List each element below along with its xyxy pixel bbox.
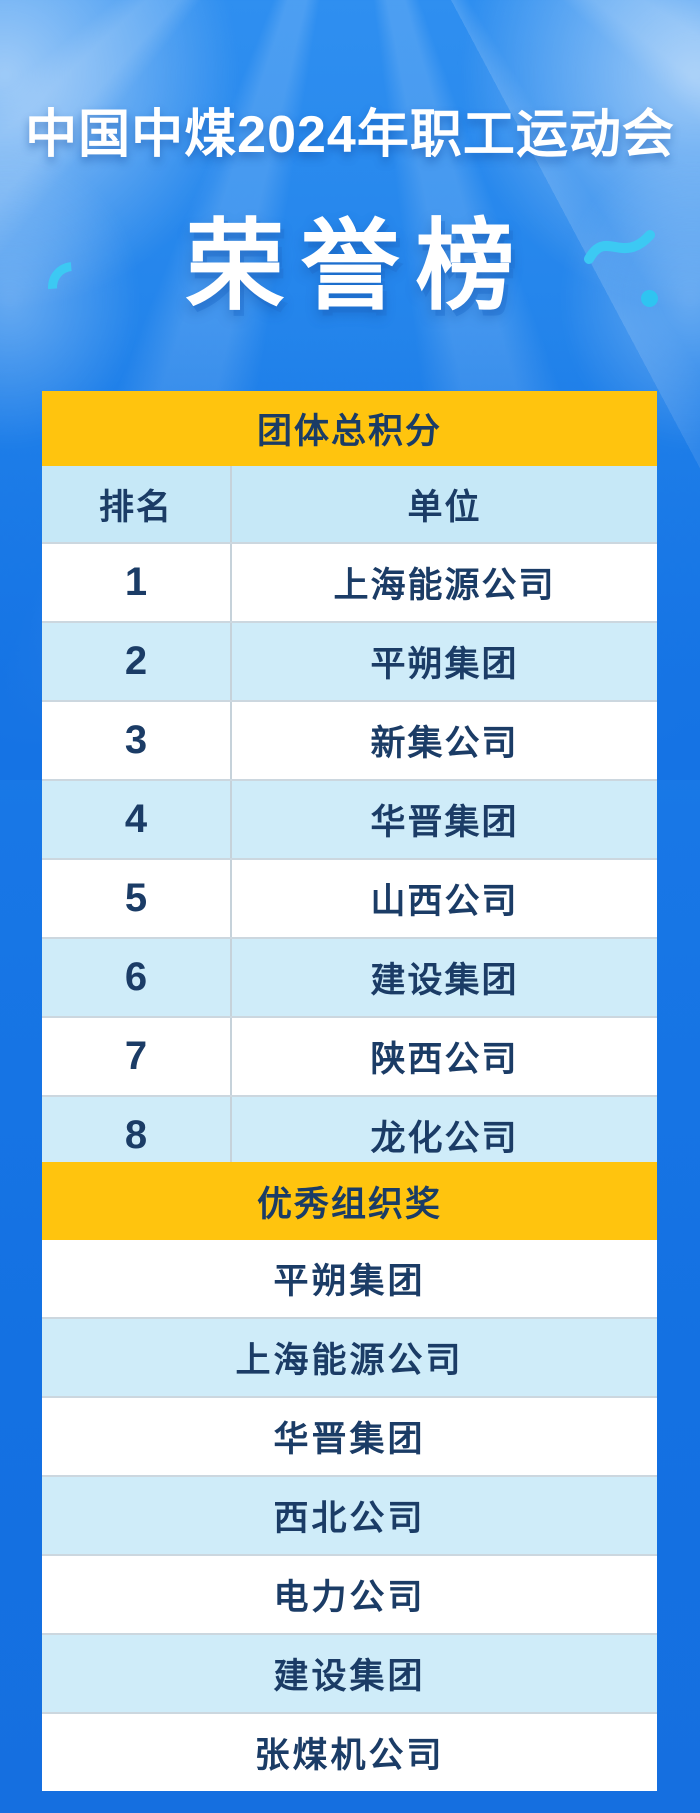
rank-cell: 2	[42, 623, 232, 700]
table-row: 张煤机公司	[42, 1712, 657, 1791]
table-row: 平朔集团	[42, 1240, 657, 1317]
unit-cell: 龙化公司	[370, 1119, 519, 1158]
unit-cell: 上海能源公司	[333, 566, 556, 605]
unit-cell: 建设集团	[273, 1657, 426, 1696]
group-score-table: 团体总积分 排名 单位 1 上海能源公司 2 平朔集团 3 新集公司 4 华晋集…	[42, 391, 657, 1174]
table-row: 上海能源公司	[42, 1317, 657, 1396]
table-row: 华晋集团	[42, 1396, 657, 1475]
rank-cell: 8	[42, 1097, 232, 1174]
table-row: 6 建设集团	[42, 937, 657, 1016]
rank-cell: 3	[42, 702, 232, 779]
table-title-band: 团体总积分	[42, 391, 657, 466]
unit-column-header: 单位	[407, 487, 482, 527]
unit-cell: 建设集团	[370, 961, 519, 1000]
unit-cell: 张煤机公司	[254, 1736, 445, 1775]
rank-column-header: 排名	[42, 466, 232, 542]
rank-cell: 4	[42, 781, 232, 858]
table-row: 1 上海能源公司	[42, 542, 657, 621]
table-row: 2 平朔集团	[42, 621, 657, 700]
unit-cell: 平朔集团	[273, 1262, 426, 1301]
unit-cell: 西北公司	[273, 1499, 426, 1538]
unit-cell: 陕西公司	[370, 1040, 519, 1079]
unit-cell: 电力公司	[273, 1578, 426, 1617]
unit-cell: 新集公司	[370, 724, 519, 763]
rank-cell: 1	[42, 544, 232, 621]
table-title-band: 优秀组织奖	[42, 1162, 657, 1240]
unit-cell: 山西公司	[370, 882, 519, 921]
table-row: 西北公司	[42, 1475, 657, 1554]
unit-cell: 平朔集团	[370, 645, 519, 684]
unit-cell: 华晋集团	[273, 1420, 426, 1459]
table-row: 4 华晋集团	[42, 779, 657, 858]
poster-subtitle: 荣誉榜	[185, 210, 531, 321]
rank-cell: 6	[42, 939, 232, 1016]
dot-icon	[641, 290, 658, 307]
table-row: 3 新集公司	[42, 700, 657, 779]
table-header-row: 排名 单位	[42, 466, 657, 542]
table-row: 7 陕西公司	[42, 1016, 657, 1095]
table-row: 8 龙化公司	[42, 1095, 657, 1174]
table-row: 建设集团	[42, 1633, 657, 1712]
rank-cell: 7	[42, 1018, 232, 1095]
rank-cell: 5	[42, 860, 232, 937]
swoosh-icon	[584, 230, 655, 264]
unit-cell: 华晋集团	[370, 803, 519, 842]
unit-cell: 上海能源公司	[235, 1341, 464, 1380]
table-row: 电力公司	[42, 1554, 657, 1633]
award-table: 优秀组织奖 平朔集团 上海能源公司 华晋集团 西北公司 电力公司 建设集团 张煤…	[42, 1162, 657, 1791]
table-row: 5 山西公司	[42, 858, 657, 937]
poster-title: 中国中煤2024年职工运动会	[25, 106, 675, 164]
